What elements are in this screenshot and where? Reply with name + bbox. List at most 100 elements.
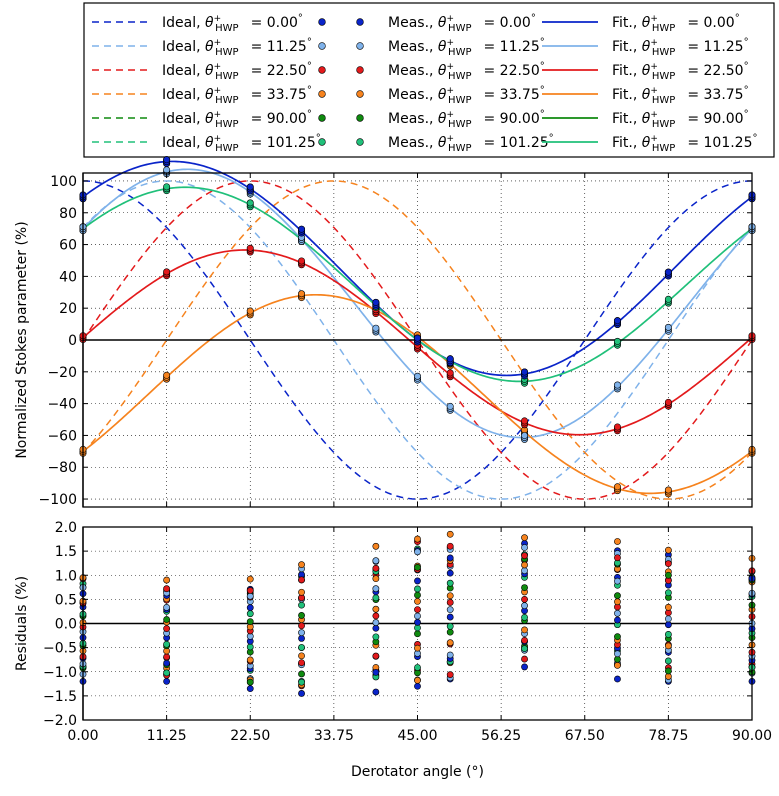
residual-point — [298, 678, 305, 686]
measured-point-hwp-101.25 — [613, 337, 621, 345]
residual-point — [246, 575, 254, 583]
residual-point — [298, 601, 305, 609]
residual-point — [246, 604, 254, 612]
residual-point — [246, 643, 254, 651]
residuals-axes: −2.0 −1.5 −1.0 −0.5 0.0 0.5 1.0 1.5 2.0 0.00 11.25… — [43, 520, 772, 744]
measured-point-hwp-22.50 — [613, 423, 621, 431]
residual-point — [372, 633, 380, 641]
residual-point — [298, 622, 305, 630]
residual-point — [414, 535, 421, 543]
legend-meas-marker — [356, 18, 364, 26]
residual-point — [521, 645, 528, 653]
measured-point-hwp-22.50 — [246, 244, 254, 252]
residual-point — [163, 585, 171, 593]
legend-meas-marker — [318, 114, 326, 122]
residual-point — [521, 595, 528, 603]
residual-point — [372, 594, 380, 602]
main-y-axis-label: Normalized Stokes parameter (%) — [14, 221, 30, 458]
residual-point — [614, 661, 621, 669]
main-ytick-label: 100 — [50, 174, 77, 190]
residual-point — [446, 606, 454, 614]
residual-point — [298, 652, 305, 660]
residual-point — [446, 639, 454, 647]
measured-point-hwp-0.00 — [413, 334, 421, 342]
residual-point — [664, 560, 672, 568]
measured-point-hwp-22.50 — [163, 268, 171, 276]
residual-point — [246, 592, 254, 600]
residual-point — [614, 616, 621, 624]
legend-label: Fit., θ+ HWP = 22.50° — [612, 61, 749, 82]
residual-point — [614, 655, 621, 663]
x-axis-label: Derotator angle (°) — [351, 764, 484, 780]
residual-point — [664, 571, 672, 579]
measured-point-hwp-0.00 — [372, 298, 380, 306]
residual-point — [372, 557, 380, 565]
residual-point — [414, 612, 421, 620]
measured-point-hwp-0.00 — [446, 355, 454, 363]
residual-point — [521, 561, 528, 569]
residual-point — [372, 612, 380, 620]
residual-point — [298, 670, 305, 678]
legend-meas-marker — [356, 66, 364, 74]
residual-point — [372, 575, 380, 583]
res-ytick-label: 0.5 — [55, 592, 77, 608]
residual-point — [372, 564, 380, 572]
res-ytick-label: 1.0 — [55, 568, 77, 584]
residual-point — [521, 663, 528, 671]
res-ytick-label: −1.5 — [43, 689, 77, 705]
x-tick-label: 33.75 — [314, 728, 354, 744]
legend-label: Fit., θ+ HWP = 0.00° — [612, 13, 740, 34]
main-ytick-label: −100 — [39, 492, 77, 508]
residual-point — [414, 577, 421, 585]
legend-meas-marker — [318, 66, 326, 74]
main-points — [79, 156, 756, 498]
x-tick-label: 56.25 — [481, 728, 521, 744]
residual-point — [414, 664, 421, 671]
measured-point-hwp-11.25 — [163, 166, 171, 174]
ideal-curve-hwp-11.25 — [82, 180, 753, 500]
legend-meas-marker — [318, 18, 326, 26]
residual-point — [446, 554, 454, 562]
residual-point — [372, 605, 380, 613]
legend-label: Fit., θ+ HWP = 11.25° — [612, 37, 749, 58]
residual-point — [664, 615, 672, 623]
residual-point — [246, 678, 254, 686]
residual-point — [414, 630, 421, 638]
residual-point — [446, 622, 454, 630]
legend-frame — [83, 2, 775, 158]
residual-point — [246, 618, 254, 626]
residual-point — [163, 616, 171, 623]
residual-point — [246, 587, 254, 594]
legend: Ideal, θ+ HWP = 0.00° Meas., θ+ HWP = 0.00° Fi… — [83, 2, 775, 158]
legend-label: Meas., θ+ HWP = 90.00° — [388, 109, 545, 130]
residual-point — [372, 668, 380, 676]
residual-point — [163, 659, 171, 667]
residual-point — [521, 602, 528, 610]
x-tick-label: 0.00 — [67, 728, 98, 744]
residual-point — [446, 599, 454, 606]
residual-point — [446, 671, 454, 679]
residuals-plot: −2.0 −1.5 −1.0 −0.5 0.0 0.5 1.0 1.5 2.0 0.00 11.25… — [14, 520, 772, 780]
legend-label: Ideal, θ+ HWP = 33.75° — [162, 85, 312, 106]
measured-point-hwp-101.25 — [163, 183, 171, 191]
legend-meas-marker — [356, 90, 364, 98]
measured-point-hwp-11.25 — [413, 372, 421, 380]
measured-point-hwp-0.00 — [163, 156, 171, 164]
legend-label: Ideal, θ+ HWP = 11.25° — [162, 37, 312, 58]
residual-points — [79, 530, 756, 697]
residual-point — [414, 598, 421, 605]
measured-point-hwp-11.25 — [521, 432, 529, 440]
residual-point — [614, 592, 621, 600]
residual-point — [298, 644, 305, 651]
measured-point-hwp-0.00 — [664, 268, 672, 276]
main-ytick-label: −20 — [47, 365, 77, 381]
residual-point — [163, 678, 171, 685]
residual-point — [414, 563, 421, 571]
legend-meas-marker — [356, 114, 364, 122]
measured-point-hwp-101.25 — [246, 199, 254, 207]
measured-point-hwp-33.75 — [298, 290, 306, 298]
residual-point — [414, 676, 421, 684]
x-tick-label: 11.25 — [147, 728, 187, 744]
residual-point — [664, 667, 672, 675]
residual-point — [521, 567, 528, 575]
